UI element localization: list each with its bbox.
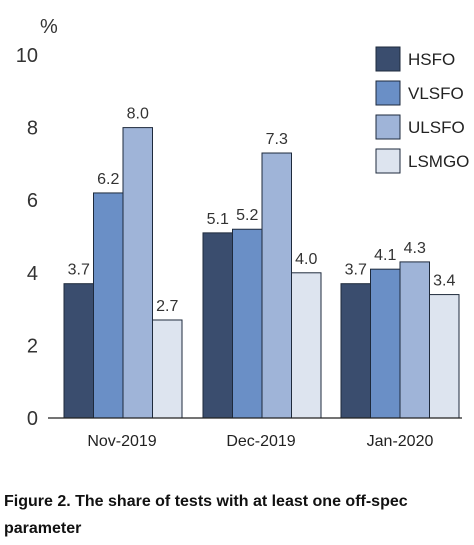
bar-ulsfo-dec-2019 bbox=[261, 152, 292, 419]
y-tick-label: 8 bbox=[27, 118, 38, 140]
x-category-label: Dec-2019 bbox=[226, 433, 295, 450]
value-label: 4.3 bbox=[404, 240, 426, 257]
value-label: 3.7 bbox=[345, 262, 367, 279]
figure-caption: Figure 2. The share of tests with at lea… bbox=[4, 493, 408, 537]
value-label: 5.2 bbox=[236, 207, 258, 224]
legend-label: VLSFO bbox=[408, 84, 464, 103]
bar-hsfo-nov-2019 bbox=[63, 283, 94, 419]
bar-hsfo-dec-2019 bbox=[202, 232, 233, 419]
y-tick-label: 4 bbox=[27, 263, 38, 285]
value-label: 5.1 bbox=[207, 211, 229, 228]
value-label: 3.4 bbox=[433, 273, 455, 290]
value-label: 6.2 bbox=[97, 171, 119, 188]
bar-ulsfo-nov-2019 bbox=[122, 127, 153, 419]
y-tick-label: 0 bbox=[27, 408, 38, 430]
bar-chart: % 0 2 4 6 8 10 3.7 6.2 8.0 2.7 5.1 5.2 7.3 4.0 3.7 4.1… bbox=[16, 16, 470, 450]
y-tick-label: 10 bbox=[16, 45, 38, 67]
bar-lsmgo-nov-2019 bbox=[152, 319, 183, 419]
value-label: 7.3 bbox=[266, 131, 288, 148]
y-tick-label: 6 bbox=[27, 190, 38, 212]
bar-lsmgo-dec-2019 bbox=[291, 272, 322, 419]
x-axis: Nov-2019 Dec-2019 Jan-2020 bbox=[48, 417, 462, 450]
value-label: 8.0 bbox=[127, 106, 149, 123]
legend-swatch-ulsfo bbox=[375, 114, 401, 140]
legend-swatch-vlsfo bbox=[375, 80, 401, 106]
bar-vlsfo-dec-2019 bbox=[232, 228, 263, 419]
value-label: 2.7 bbox=[156, 298, 178, 315]
bar-vlsfo-jan-2020 bbox=[370, 268, 401, 419]
value-label: 4.1 bbox=[374, 247, 396, 264]
value-label: 3.7 bbox=[68, 262, 90, 279]
legend-swatch-lsmgo bbox=[375, 148, 401, 174]
legend-label: ULSFO bbox=[408, 118, 465, 137]
value-labels-group: 3.7 6.2 8.0 2.7 5.1 5.2 7.3 4.0 3.7 4.1 4.3 3.4 bbox=[68, 106, 456, 315]
y-axis-ticks: 0 2 4 6 8 10 bbox=[16, 45, 38, 430]
bar-lsmgo-jan-2020 bbox=[429, 294, 460, 419]
legend-label: LSMGO bbox=[408, 152, 469, 171]
legend-swatch-hsfo bbox=[375, 46, 401, 72]
y-tick-label: 2 bbox=[27, 335, 38, 357]
legend-label: HSFO bbox=[408, 50, 455, 69]
y-axis-unit-label: % bbox=[40, 16, 58, 38]
x-category-label: Jan-2020 bbox=[367, 433, 434, 450]
value-label: 4.0 bbox=[295, 251, 317, 268]
bars-group bbox=[63, 127, 460, 419]
legend: HSFO VLSFO ULSFO LSMGO bbox=[375, 46, 469, 174]
x-category-label: Nov-2019 bbox=[87, 433, 156, 450]
bar-vlsfo-nov-2019 bbox=[93, 192, 124, 419]
bar-hsfo-jan-2020 bbox=[340, 283, 371, 419]
bar-ulsfo-jan-2020 bbox=[399, 261, 430, 419]
